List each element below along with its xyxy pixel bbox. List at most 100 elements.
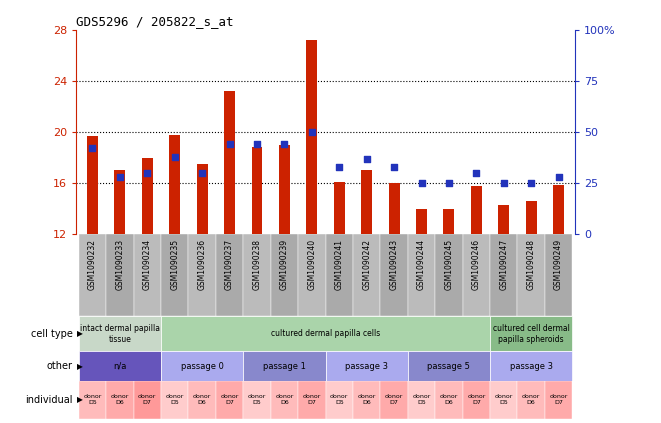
Bar — [161, 381, 188, 419]
Bar — [498, 205, 509, 234]
Text: donor
D6: donor D6 — [440, 394, 458, 405]
Bar — [490, 381, 518, 419]
Bar — [444, 209, 454, 234]
Bar — [134, 381, 161, 419]
Bar — [518, 381, 545, 419]
Bar — [188, 234, 216, 316]
Text: donor
D7: donor D7 — [467, 394, 486, 405]
Bar — [326, 352, 408, 381]
Text: GSM1090247: GSM1090247 — [499, 239, 508, 290]
Bar — [298, 234, 326, 316]
Bar — [271, 381, 298, 419]
Bar — [161, 234, 188, 316]
Bar — [169, 135, 180, 234]
Bar — [298, 381, 326, 419]
Bar — [306, 40, 317, 234]
Bar — [380, 381, 408, 419]
Text: other: other — [47, 361, 73, 371]
Text: donor
D5: donor D5 — [330, 394, 348, 405]
Bar — [142, 158, 153, 234]
Text: intact dermal papilla
tissue: intact dermal papilla tissue — [80, 324, 160, 343]
Text: donor
D7: donor D7 — [303, 394, 321, 405]
Point — [416, 180, 427, 187]
Bar — [243, 234, 271, 316]
Text: cultured dermal papilla cells: cultured dermal papilla cells — [271, 330, 380, 338]
Bar — [134, 234, 161, 316]
Bar — [408, 234, 435, 316]
Text: donor
D7: donor D7 — [220, 394, 239, 405]
Point — [334, 163, 344, 170]
Bar — [361, 170, 372, 234]
Bar — [380, 234, 408, 316]
Point — [114, 174, 125, 181]
Bar — [416, 209, 427, 234]
Bar — [408, 352, 490, 381]
Text: GDS5296 / 205822_s_at: GDS5296 / 205822_s_at — [76, 16, 233, 28]
Point — [197, 170, 208, 176]
Bar — [490, 316, 572, 352]
Point — [169, 153, 180, 160]
Bar — [161, 316, 490, 352]
Text: donor
D5: donor D5 — [412, 394, 431, 405]
Text: GSM1090232: GSM1090232 — [88, 239, 97, 289]
Bar — [216, 381, 243, 419]
Text: GSM1090236: GSM1090236 — [198, 239, 207, 290]
Bar — [326, 234, 353, 316]
Bar — [114, 170, 126, 234]
Bar — [334, 182, 345, 234]
Bar — [79, 234, 106, 316]
Bar — [353, 381, 380, 419]
Text: passage 3: passage 3 — [345, 362, 388, 371]
Bar — [408, 381, 435, 419]
Point — [444, 180, 454, 187]
Bar — [216, 234, 243, 316]
Bar — [490, 234, 518, 316]
Text: GSM1090237: GSM1090237 — [225, 239, 234, 290]
Point — [389, 163, 399, 170]
Bar — [106, 381, 134, 419]
Bar — [435, 234, 463, 316]
Point — [142, 170, 153, 176]
Text: GSM1090234: GSM1090234 — [143, 239, 152, 290]
Bar — [79, 316, 161, 352]
Bar — [553, 184, 564, 234]
Bar — [87, 136, 98, 234]
Text: donor
D5: donor D5 — [83, 394, 102, 405]
Bar — [271, 234, 298, 316]
Text: donor
D6: donor D6 — [193, 394, 212, 405]
Text: passage 5: passage 5 — [428, 362, 471, 371]
Bar — [197, 164, 208, 234]
Bar — [106, 234, 134, 316]
Bar — [188, 381, 216, 419]
Text: GSM1090248: GSM1090248 — [527, 239, 535, 289]
Text: GSM1090233: GSM1090233 — [116, 239, 124, 290]
Text: passage 3: passage 3 — [510, 362, 553, 371]
Text: GSM1090241: GSM1090241 — [334, 239, 344, 289]
Bar — [79, 381, 106, 419]
Point — [279, 141, 290, 148]
Text: GSM1090246: GSM1090246 — [472, 239, 481, 290]
Bar — [243, 352, 326, 381]
Text: cultured cell dermal
papilla spheroids: cultured cell dermal papilla spheroids — [492, 324, 570, 343]
Bar — [435, 381, 463, 419]
Text: donor
D5: donor D5 — [165, 394, 184, 405]
Text: ▶: ▶ — [77, 362, 83, 371]
Bar — [525, 201, 537, 234]
Point — [307, 129, 317, 135]
Text: n/a: n/a — [113, 362, 126, 371]
Text: GSM1090239: GSM1090239 — [280, 239, 289, 290]
Point — [553, 174, 564, 181]
Bar — [251, 147, 262, 234]
Text: GSM1090245: GSM1090245 — [444, 239, 453, 290]
Bar — [353, 234, 380, 316]
Point — [471, 170, 482, 176]
Text: passage 0: passage 0 — [180, 362, 223, 371]
Bar — [326, 381, 353, 419]
Text: donor
D7: donor D7 — [138, 394, 157, 405]
Text: ▶: ▶ — [77, 395, 83, 404]
Text: GSM1090249: GSM1090249 — [554, 239, 563, 290]
Text: donor
D7: donor D7 — [385, 394, 403, 405]
Bar — [471, 186, 482, 234]
Bar — [545, 234, 572, 316]
Bar — [243, 381, 271, 419]
